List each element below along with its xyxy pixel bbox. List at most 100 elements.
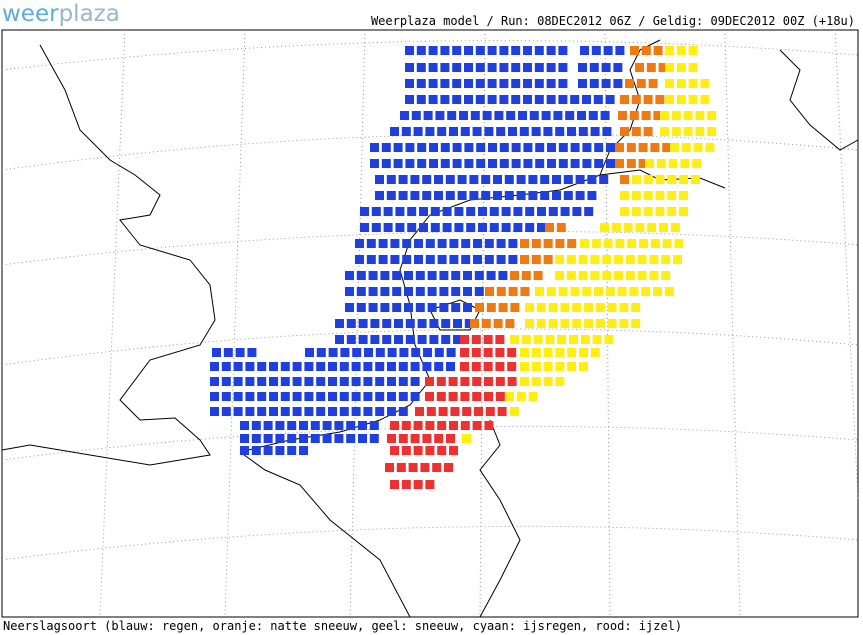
precip-cell xyxy=(520,239,529,248)
precip-cell xyxy=(495,392,505,401)
precip-cell xyxy=(339,407,349,416)
precip-cell xyxy=(676,63,686,72)
precip-cell xyxy=(700,95,710,104)
precip-cell xyxy=(507,377,517,386)
precip-cell xyxy=(688,79,698,88)
precip-cell xyxy=(601,79,611,88)
precip-cell xyxy=(590,127,600,136)
precip-cell xyxy=(592,335,602,344)
precip-cell xyxy=(322,434,332,443)
precip-cell xyxy=(240,434,249,443)
precip-cell xyxy=(417,159,427,168)
precip-cell xyxy=(448,392,458,401)
precip-cell xyxy=(422,434,432,443)
precip-cell xyxy=(606,143,615,152)
precip-cell xyxy=(519,127,529,136)
precip-cell xyxy=(643,175,653,184)
precip-cell xyxy=(614,255,623,264)
precip-cell xyxy=(472,127,482,136)
precip-cell xyxy=(472,392,482,401)
precip-cell xyxy=(460,421,470,430)
precip-cell xyxy=(493,319,503,328)
precip-cell xyxy=(245,407,255,416)
precip-cell xyxy=(410,377,420,386)
precip-cell xyxy=(235,348,245,357)
precip-cell xyxy=(275,434,285,443)
precip-cell xyxy=(346,335,356,344)
precip-cell xyxy=(594,143,604,152)
precip-cell xyxy=(591,239,601,248)
precip-cell xyxy=(366,239,376,248)
precip-cell xyxy=(413,446,423,455)
precip-cell xyxy=(511,46,521,55)
precip-cell xyxy=(660,127,669,136)
precip-cell xyxy=(499,79,509,88)
precip-cell xyxy=(251,446,261,455)
precip-cell xyxy=(511,159,521,168)
precip-cell xyxy=(339,377,349,386)
precip-cell xyxy=(425,377,434,386)
precip-cell xyxy=(473,255,482,264)
precip-cell xyxy=(299,421,308,430)
precip-cell xyxy=(356,271,366,280)
precip-cell xyxy=(555,362,565,371)
precip-cell xyxy=(535,159,545,168)
precip-cell xyxy=(432,463,442,472)
precip-cell xyxy=(683,127,693,136)
precip-cell xyxy=(578,127,588,136)
precip-cell xyxy=(546,46,556,55)
precip-cell xyxy=(398,175,408,184)
precip-cell xyxy=(415,287,425,296)
precip-cell xyxy=(578,79,587,88)
precip-cell xyxy=(233,377,243,386)
precip-cell xyxy=(463,287,472,296)
precip-cell xyxy=(299,446,308,455)
precip-cell xyxy=(434,191,443,200)
precip-cell xyxy=(579,348,588,357)
precip-cell xyxy=(287,446,297,455)
precip-cell xyxy=(488,143,497,152)
precip-cell xyxy=(375,407,385,416)
precip-cell xyxy=(451,271,461,280)
precip-cell xyxy=(692,159,702,168)
precip-cell xyxy=(398,362,408,371)
precip-cell xyxy=(499,63,509,72)
precip-cell xyxy=(525,319,534,328)
precip-cell xyxy=(425,255,435,264)
precip-cell xyxy=(404,303,413,312)
precip-cell xyxy=(370,159,379,168)
precip-cell xyxy=(523,46,532,55)
precip-cell xyxy=(650,143,660,152)
precip-cell xyxy=(345,287,354,296)
precip-cell xyxy=(280,377,290,386)
precip-cell xyxy=(589,63,599,72)
precip-cell xyxy=(618,111,627,120)
precip-cell xyxy=(587,175,597,184)
precip-cell xyxy=(426,407,436,416)
precip-cell xyxy=(615,46,625,55)
precip-cell xyxy=(375,348,385,357)
precip-cell xyxy=(419,207,428,216)
precip-cell xyxy=(645,159,654,168)
precip-cell xyxy=(440,143,450,152)
precip-cell xyxy=(452,95,462,104)
precip-cell xyxy=(518,111,527,120)
precip-cell xyxy=(498,303,508,312)
precip-cell xyxy=(531,255,541,264)
precip-cell xyxy=(579,362,588,371)
precip-cell xyxy=(523,95,532,104)
precip-cell xyxy=(328,348,338,357)
precip-cell xyxy=(679,175,689,184)
logo-plaza: plaza xyxy=(59,1,120,27)
precip-cell xyxy=(322,421,332,430)
precip-cell xyxy=(368,271,378,280)
precip-cell xyxy=(498,271,508,280)
precip-cell xyxy=(446,434,455,443)
precip-cell xyxy=(398,377,408,386)
precip-cell xyxy=(427,271,437,280)
precip-cell xyxy=(520,255,529,264)
precip-cell xyxy=(587,191,597,200)
precip-cell xyxy=(620,127,629,136)
precip-cell xyxy=(620,175,629,184)
precip-cell xyxy=(537,223,546,232)
